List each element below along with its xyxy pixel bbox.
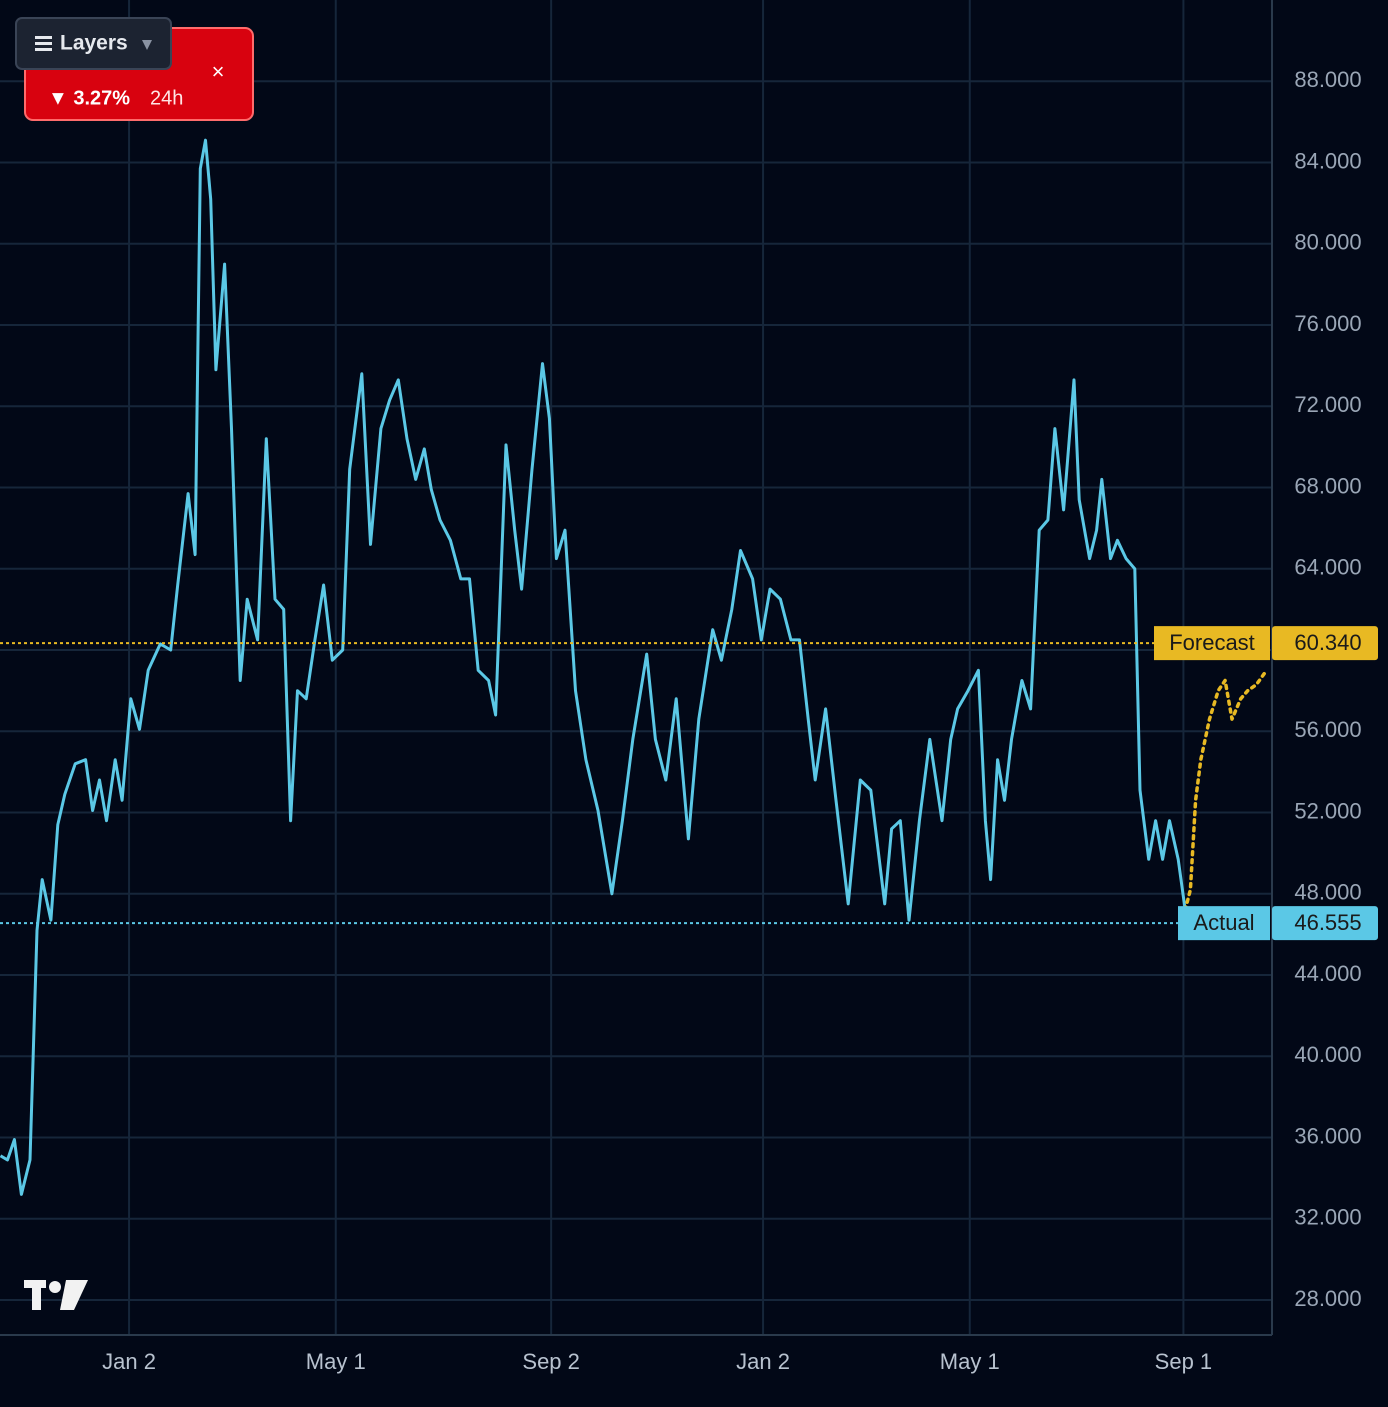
- x-tick-label: Sep 1: [1155, 1349, 1213, 1374]
- y-tick-label: 84.000: [1294, 148, 1361, 173]
- reference-lines: Forecast 60.340 Actual 46.555: [0, 626, 1378, 941]
- reference-name-box: [1178, 906, 1270, 941]
- series-line: [0, 138, 1187, 1196]
- x-tick-label: Jan 2: [736, 1349, 790, 1374]
- layers-button[interactable]: Layers: [15, 17, 172, 70]
- reference-value-box: [1272, 906, 1378, 941]
- y-tick-label: 36.000: [1294, 1123, 1361, 1148]
- y-tick-label: 32.000: [1294, 1205, 1361, 1230]
- plot: [0, 138, 1267, 1196]
- x-tick-label: Jan 2: [102, 1349, 156, 1374]
- menu-icon: [35, 36, 52, 51]
- y-tick-label: 64.000: [1294, 555, 1361, 580]
- badge-change: ▼ 3.27%: [48, 87, 130, 109]
- y-tick-label: 48.000: [1294, 880, 1361, 905]
- reference-name: Forecast: [1169, 630, 1255, 655]
- y-tick-label: 68.000: [1294, 473, 1361, 498]
- y-tick-label: 44.000: [1294, 961, 1361, 986]
- tv-logo: [24, 1280, 88, 1310]
- x-tick-label: Sep 2: [522, 1349, 580, 1374]
- reference-name: Actual: [1193, 910, 1254, 935]
- close-button[interactable]: ×: [212, 59, 225, 84]
- reference-value-label: 60.340: [1294, 630, 1361, 655]
- dropdown-arrow: [142, 40, 152, 50]
- y-tick-label: 88.000: [1294, 67, 1361, 92]
- reference-name-box: [1154, 626, 1270, 661]
- y-tick-label: 40.000: [1294, 1042, 1361, 1067]
- layers-label[interactable]: Layers: [60, 32, 128, 55]
- badge-period: 24h: [150, 87, 183, 109]
- series-line: [1183, 670, 1267, 912]
- y-tick-label: 52.000: [1294, 798, 1361, 823]
- y-tick-label: 76.000: [1294, 311, 1361, 336]
- y-tick-label: 28.000: [1294, 1286, 1361, 1311]
- x-tick-label: May 1: [940, 1349, 1000, 1374]
- reference-value-label: 46.555: [1294, 910, 1361, 935]
- y-tick-label: 56.000: [1294, 717, 1361, 742]
- x-tick-label: May 1: [306, 1349, 366, 1374]
- layers-box[interactable]: [15, 17, 172, 70]
- y-tick-label: 80.000: [1294, 230, 1361, 255]
- y-tick-label: 72.000: [1294, 392, 1361, 417]
- grid: [0, 0, 1272, 1335]
- reference-value-box: [1272, 626, 1378, 661]
